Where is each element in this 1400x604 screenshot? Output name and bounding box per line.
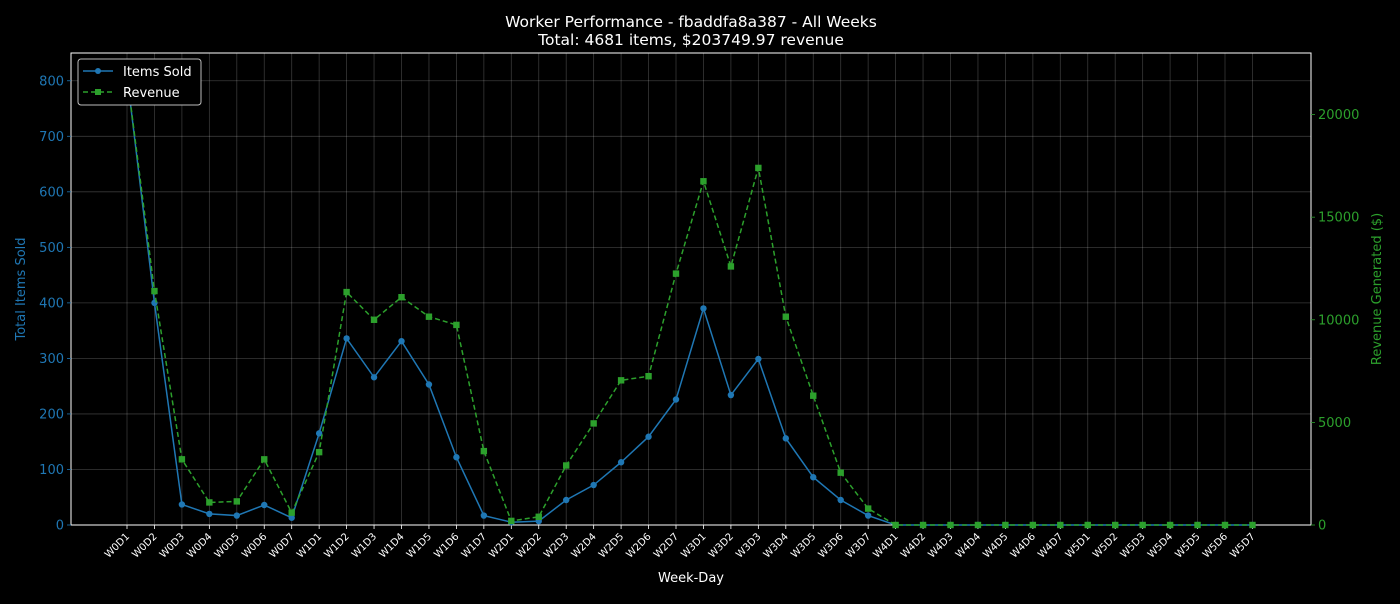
plot-frame: [70, 52, 1312, 526]
revenue-point: [1029, 521, 1037, 529]
revenue-point: [233, 498, 240, 505]
series-line-1: [126, 75, 1253, 526]
y-left-tick-label: 100: [39, 463, 64, 478]
revenue-point: [892, 521, 899, 529]
revenue-point: [1002, 521, 1009, 529]
items-sold-point: [480, 512, 488, 519]
items-sold-point: [370, 374, 378, 381]
items-sold-point: [810, 474, 817, 481]
revenue-point: [178, 456, 186, 463]
y-left-tick-label: 500: [39, 241, 64, 256]
y-left-tick-label: 800: [39, 74, 64, 89]
items-sold-point: [233, 512, 240, 519]
revenue-point: [206, 499, 213, 506]
revenue-point: [1112, 521, 1119, 529]
grid: [71, 53, 1311, 526]
revenue-point: [315, 448, 323, 456]
items-sold-point: [617, 459, 625, 466]
y-right-tick-label: 0: [1318, 519, 1326, 534]
revenue-point: [782, 313, 789, 320]
items-sold-point: [206, 510, 213, 518]
y-left-tick-label: 300: [39, 352, 64, 367]
chart-title: Worker Performance - fbaddfa8a387 - All …: [505, 13, 877, 31]
items-sold-point: [700, 305, 707, 312]
y-left-tick-label: 0: [56, 519, 64, 534]
items-sold-point: [453, 454, 460, 461]
items-sold-point: [837, 496, 844, 504]
items-sold-point: [782, 435, 789, 442]
y-axis-right-label: Revenue Generated ($): [1370, 213, 1385, 365]
items-sold-point: [343, 335, 350, 342]
revenue-point: [919, 521, 927, 529]
revenue-point: [590, 420, 597, 427]
items-sold-point: [590, 481, 597, 489]
items-sold-point: [755, 355, 762, 363]
revenue-point: [645, 373, 652, 380]
items-sold-point: [672, 396, 680, 403]
items-sold-point: [261, 501, 268, 509]
y-right-tick-label: 10000: [1318, 313, 1359, 328]
revenue-point: [1084, 521, 1091, 529]
y-left-tick-label: 700: [39, 130, 64, 145]
axes: [70, 52, 1312, 526]
items-sold-point: [727, 391, 735, 399]
revenue-point: [508, 517, 515, 525]
items-sold-point: [288, 514, 295, 521]
y-left-tick-label: 400: [39, 296, 64, 311]
revenue-point: [480, 447, 488, 455]
revenue-point: [755, 164, 762, 172]
revenue-point: [672, 270, 680, 277]
items-sold-point: [178, 501, 186, 508]
series-line-0: [126, 75, 1253, 526]
revenue-point: [1057, 521, 1064, 529]
items-sold-point: [398, 337, 405, 345]
revenue-point: [700, 178, 707, 185]
revenue-point: [1139, 521, 1146, 529]
x-axis-label: Week-Day: [658, 571, 724, 586]
revenue-point: [1194, 521, 1201, 529]
legend-items-sold-label: Items Sold: [123, 65, 192, 80]
y-axis-left-label: Total Items Sold: [14, 237, 29, 341]
items-sold-point: [563, 496, 570, 504]
legend: Items Sold Revenue: [77, 58, 202, 106]
revenue-point: [535, 513, 542, 520]
series-layer: [123, 72, 1256, 529]
y-right-tick-label: 15000: [1318, 211, 1359, 226]
revenue-point: [727, 263, 735, 270]
legend-revenue-label: Revenue: [123, 86, 180, 101]
y-right-tick-label: 5000: [1318, 416, 1351, 431]
legend-revenue-marker: [95, 89, 101, 95]
y-right-tick-label: 20000: [1318, 108, 1359, 123]
revenue-point: [425, 313, 433, 320]
revenue-point: [151, 287, 158, 295]
revenue-point: [1221, 521, 1229, 529]
y-left-tick-label: 600: [39, 185, 64, 200]
revenue-point: [398, 294, 405, 301]
items-sold-point: [645, 433, 652, 440]
items-sold-point: [425, 381, 433, 388]
revenue-point: [837, 469, 844, 476]
revenue-point: [261, 456, 268, 463]
items-sold-point: [864, 512, 872, 519]
revenue-point: [343, 288, 350, 296]
items-sold-point: [315, 430, 323, 437]
revenue-point: [617, 377, 625, 384]
y-left-tick-label: 200: [39, 407, 64, 422]
revenue-point: [810, 392, 817, 399]
revenue-point: [1249, 521, 1256, 529]
chart-subtitle: Total: 4681 items, $203749.97 revenue: [537, 31, 844, 49]
revenue-point: [1166, 521, 1174, 529]
revenue-point: [563, 462, 570, 469]
legend-items-sold-marker: [95, 68, 101, 74]
revenue-point: [864, 505, 872, 512]
revenue-point: [288, 509, 295, 516]
revenue-point: [947, 521, 954, 529]
revenue-point: [370, 316, 378, 323]
revenue-point: [453, 321, 460, 329]
revenue-point: [974, 521, 982, 529]
